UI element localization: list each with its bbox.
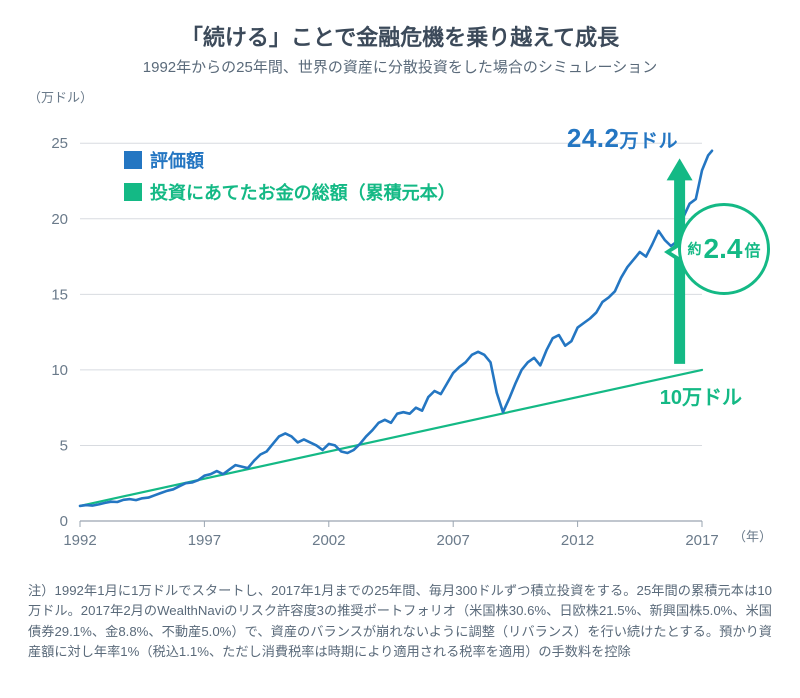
yaxis-unit-label: （万ドル） <box>28 87 93 106</box>
chart-title: 「続ける」ことで金融危機を乗り越えて成長 <box>28 20 772 52</box>
callout-bottom: 10万ドル <box>660 381 742 410</box>
callout-bottom-value: 10 <box>660 387 682 409</box>
chart-subtitle: 1992年からの25年間、世界の資産に分散投資をした場合のシミュレーション <box>28 56 772 77</box>
svg-text:20: 20 <box>51 211 68 228</box>
legend-series-2: 投資にあてたお金の総額（累積元本） <box>124 179 456 205</box>
svg-text:25: 25 <box>51 135 68 152</box>
callout-top: 24.2万ドル <box>567 123 678 154</box>
callout-bottom-unit: 万ドル <box>682 387 742 409</box>
svg-text:1992: 1992 <box>63 532 96 549</box>
legend-label-1: 評価額 <box>150 147 204 173</box>
bubble-unit: 倍 <box>744 237 760 261</box>
svg-text:5: 5 <box>60 437 68 454</box>
legend-swatch-2 <box>124 183 142 201</box>
svg-text:10: 10 <box>51 362 68 379</box>
callout-top-value: 24.2 <box>567 123 620 153</box>
svg-text:2002: 2002 <box>312 532 345 549</box>
footnote-text: 注）1992年1月に1万ドルでスタートし、2017年1月までの25年間、毎月30… <box>28 581 772 663</box>
bubble-value: 2.4 <box>704 233 743 265</box>
callout-top-unit: 万ドル <box>619 131 678 152</box>
svg-text:2012: 2012 <box>561 532 594 549</box>
legend-label-2: 投資にあてたお金の総額（累積元本） <box>150 179 456 205</box>
svg-text:0: 0 <box>60 513 68 530</box>
multiplier-bubble: 約 2.4 倍 <box>678 203 770 295</box>
bubble-approx: 約 <box>688 239 702 259</box>
svg-text:15: 15 <box>51 286 68 303</box>
xaxis-unit-label: （年） <box>733 526 772 545</box>
svg-text:2007: 2007 <box>437 532 470 549</box>
chart-area: （万ドル） （年） 評価額 投資にあてたお金の総額（累積元本） 0 5 10 15 20… <box>28 85 772 575</box>
legend-series-1: 評価額 <box>124 147 204 173</box>
svg-text:2017: 2017 <box>685 532 718 549</box>
legend-swatch-1 <box>124 151 142 169</box>
svg-text:1997: 1997 <box>188 532 221 549</box>
